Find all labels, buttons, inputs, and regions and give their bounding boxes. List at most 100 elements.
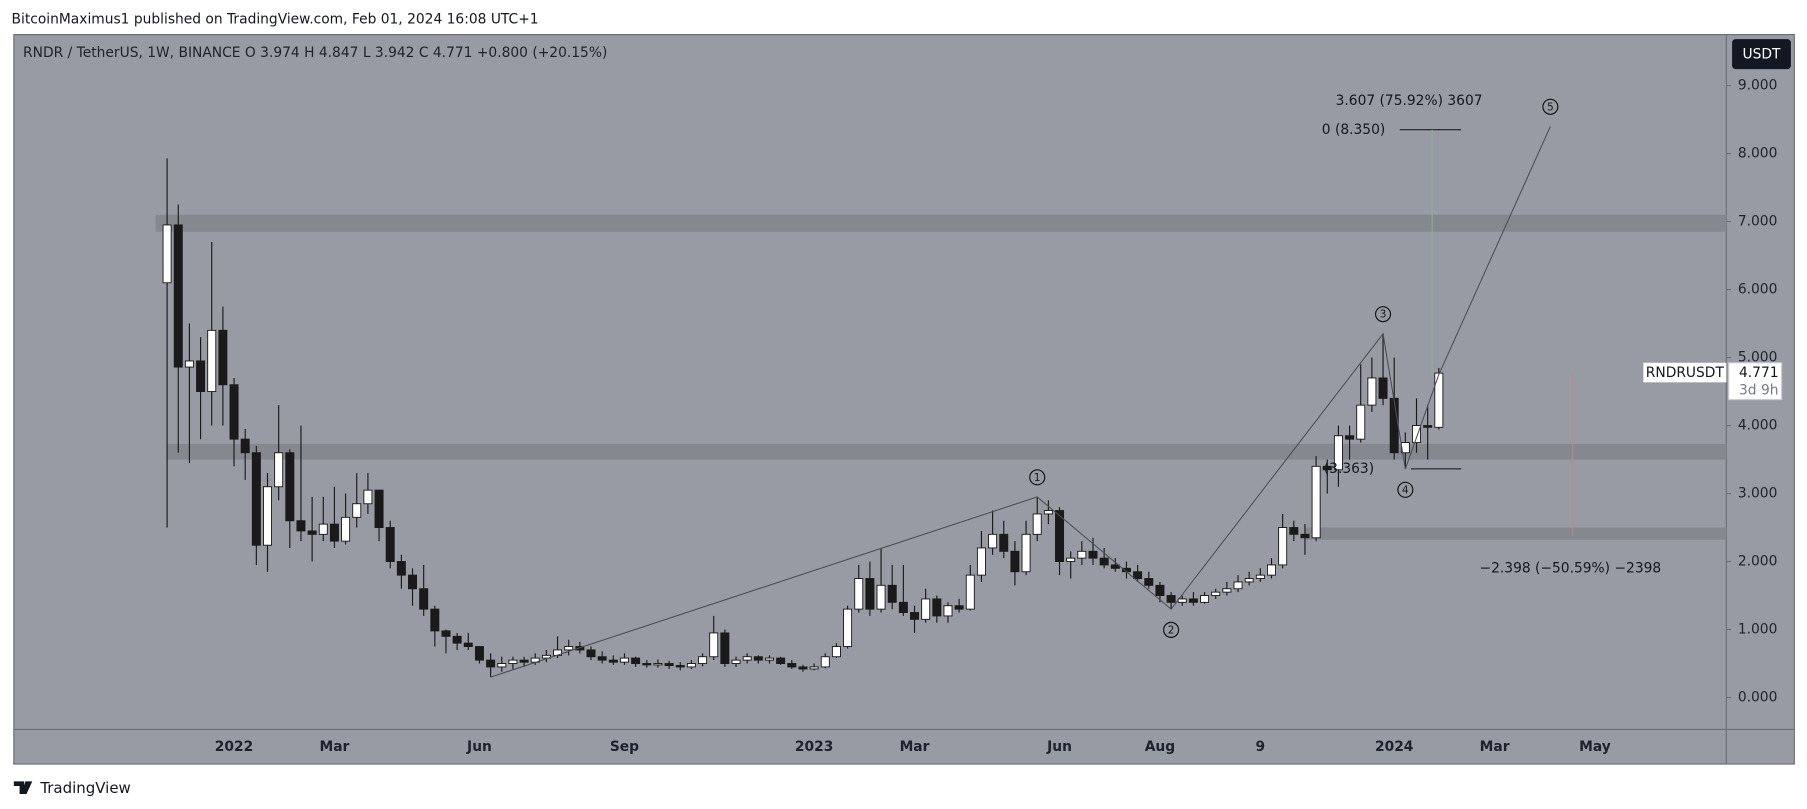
candle-body [1266,564,1276,576]
x-tick-label: Jun [1046,739,1072,755]
candle-body [854,578,864,610]
legend-item: +0.800 (+20.15%) [477,45,608,61]
y-tick-label: 6.000 [1738,282,1778,298]
candle-body [1244,578,1254,583]
candle-body [742,656,752,661]
measure-down-label: −2.398 (−50.59%) −2398 [1480,560,1662,576]
symbol: RNDRUSDT [1646,365,1725,381]
candle-body [820,656,830,668]
y-tick-label: 0.000 [1738,690,1778,706]
brand: TradingView [39,779,130,797]
wave-label-circle [1542,98,1559,115]
candle-body [675,665,685,668]
candle-body [910,612,920,620]
symbol-box [1643,362,1727,383]
candle-body [263,486,272,546]
level-label: 0 (8.350) [1322,122,1386,138]
candle-body [1055,510,1065,562]
candle-body [1144,578,1154,586]
candle-body [642,663,652,666]
candle-body [519,659,529,663]
candle-body [720,632,730,664]
candle-body [921,598,931,620]
candle-body [162,224,172,284]
candle-body [631,657,641,664]
wave-label-circle [1397,481,1414,498]
candle-body [586,649,596,658]
legend-item: O [245,45,256,61]
candle-body [564,646,574,651]
candle-body [887,584,897,603]
countdown: 3d 9h [1739,382,1779,398]
candle-body [218,329,228,386]
candle-body [296,520,306,532]
candle-body [1155,584,1165,596]
candle-body [619,657,629,663]
candle-body [1021,533,1031,573]
candle-body [1177,598,1187,603]
candle-body [1423,425,1433,428]
candle-body [932,598,942,617]
candle-body [1289,527,1299,535]
candle-body [1200,595,1210,603]
candle-body [709,632,719,658]
candle-body [943,605,953,617]
candle-body [753,656,763,661]
candle-body [441,630,451,637]
candle-body [419,588,429,610]
y-tick-label: 4.000 [1738,418,1778,434]
candle-body [1311,465,1321,539]
candle-body [173,224,183,368]
level-label: (3.363) [1324,461,1374,477]
y-tick-label: 1.000 [1738,622,1778,638]
wave-label: 3 [1380,309,1387,321]
candle-body [1367,377,1377,406]
candle-body [1066,557,1076,562]
candle-body [374,489,384,528]
candle-body [1211,591,1221,596]
candle-body [1389,397,1399,454]
candle-body [765,657,774,661]
candle-body [1300,533,1310,539]
y-tick-label: 7.000 [1738,214,1778,230]
legend-item: RNDR / TetherUS, 1W, BINANCE [23,45,240,61]
candle-body [352,503,362,518]
candle-body [954,605,964,610]
candle-body [408,574,418,590]
candle-body [1222,588,1232,593]
candle-body [497,663,507,668]
candle-body [686,663,696,668]
zone [1304,527,1727,540]
measure-up-label: 3.607 (75.92%) 3607 [1336,93,1483,109]
currency: USDT [1743,47,1782,63]
candle-body [1378,377,1388,399]
candle-body [831,646,841,658]
candle-body [229,384,239,440]
plot: RNDR / TetherUS, 1W, BINANCE O 3.974 H 4… [23,39,1791,755]
candle-body [865,578,875,610]
candle-body [1322,465,1332,471]
candle-body [474,646,484,661]
x-tick-label: May [1579,739,1611,755]
brand-logo [13,781,33,795]
candle-body [363,489,373,505]
candle-body [787,663,797,668]
x-tick-label: 2024 [1375,739,1413,755]
candle-body [608,659,618,663]
candle-body [318,523,328,535]
candle-body [341,516,351,542]
wave-label-circle [1163,621,1180,638]
candle-body [207,329,217,393]
price-box [1728,362,1783,401]
candle-body [1010,550,1020,573]
candle-body [541,654,551,659]
candle-body [1255,574,1265,579]
legend-item: 4.847 [319,45,359,61]
x-tick-label: Jun [466,739,492,755]
candle-body [776,657,786,664]
legend-item: 3.942 [375,45,415,61]
candle-body [1434,372,1444,428]
candle-body [329,523,339,542]
candle-body [798,666,808,670]
